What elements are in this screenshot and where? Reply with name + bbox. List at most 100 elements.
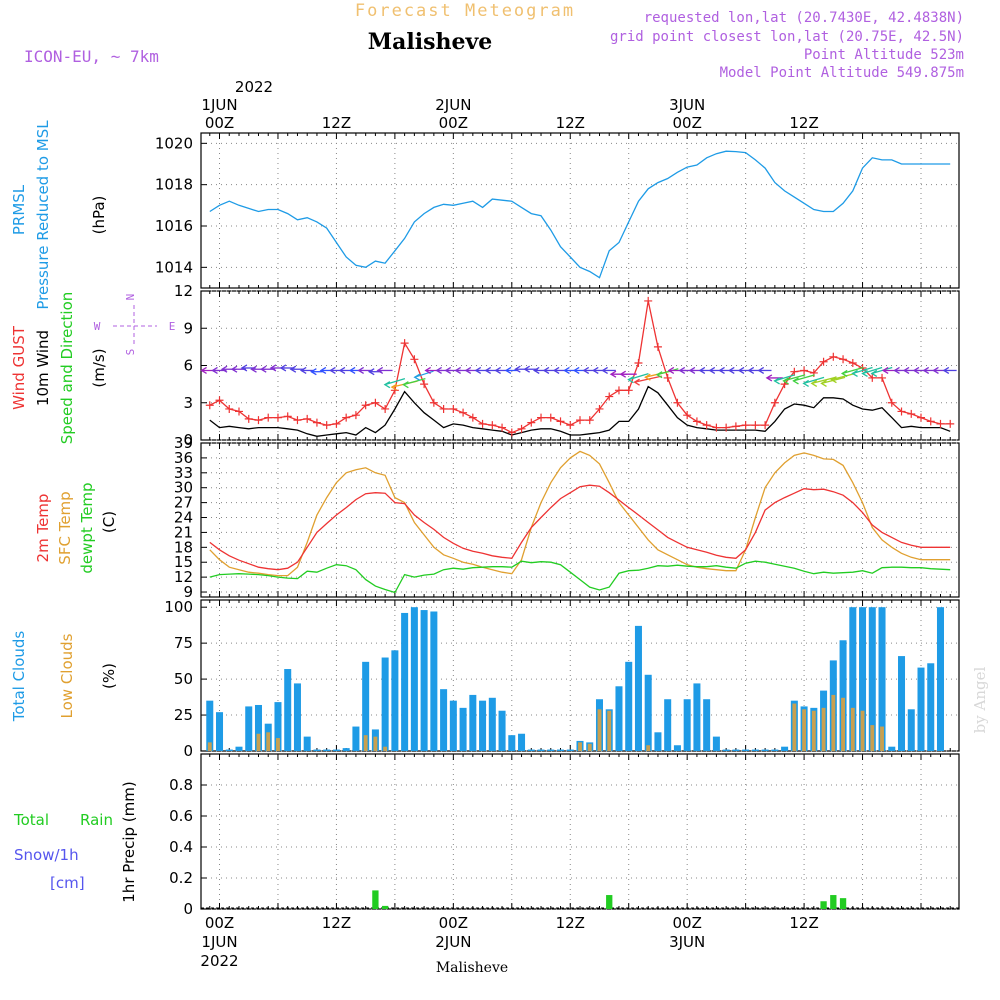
model-point-altitude: Model Point Altitude 549.875m bbox=[720, 65, 964, 81]
y-tick-label: 9 bbox=[183, 583, 193, 601]
top-hour-label: 12Z bbox=[322, 114, 351, 132]
gust-marker bbox=[312, 418, 321, 427]
gust-marker bbox=[770, 398, 779, 407]
gust-marker bbox=[254, 416, 263, 425]
total-cloud-bar bbox=[898, 656, 906, 751]
gust-marker bbox=[488, 421, 497, 430]
wind-arrowhead bbox=[514, 365, 521, 373]
total-cloud-bar bbox=[206, 700, 214, 751]
total-cloud-bar bbox=[761, 749, 769, 751]
rain-bar bbox=[839, 898, 847, 909]
y-tick-label: 100 bbox=[164, 598, 193, 616]
model-label: ICON-EU, ~ 7km bbox=[24, 47, 159, 66]
top-date-label: 1JUN bbox=[201, 96, 237, 114]
plot-area: 1014101610181020036912912151821242730333… bbox=[155, 96, 960, 970]
top-hour-label: 00Z bbox=[672, 114, 701, 132]
wind-arrowhead bbox=[259, 365, 267, 373]
wind-arrowhead bbox=[299, 366, 307, 375]
point-altitude: Point Altitude 523m bbox=[804, 47, 964, 63]
wind-arrow bbox=[811, 376, 836, 385]
y-tick-label: 0 bbox=[183, 431, 193, 449]
bottom-hour-label: 00Z bbox=[205, 914, 234, 932]
gust-marker bbox=[351, 411, 360, 420]
gust-marker bbox=[478, 419, 487, 428]
wind-arrowhead bbox=[765, 374, 773, 382]
wind-arrowhead bbox=[870, 369, 878, 378]
total-cloud-bar bbox=[254, 704, 262, 751]
total-cloud-bar bbox=[936, 607, 944, 751]
total-cloud-bar bbox=[712, 736, 720, 751]
gust-marker bbox=[917, 413, 926, 422]
total-cloud-bar bbox=[732, 749, 740, 751]
precip-rain-label: Rain bbox=[80, 811, 113, 829]
rain-bar bbox=[830, 895, 837, 909]
wind-arrowhead bbox=[655, 371, 663, 379]
wind-arrowhead bbox=[329, 366, 336, 375]
wind-arrowhead bbox=[688, 366, 696, 375]
gust-marker bbox=[303, 414, 312, 423]
top-date-label: 2JUN bbox=[435, 96, 471, 114]
wind-arrow bbox=[656, 368, 679, 376]
gust-marker bbox=[946, 419, 955, 428]
wind-arrowhead bbox=[474, 366, 482, 375]
gust-marker bbox=[342, 413, 351, 422]
pressure-unit: (hPa) bbox=[90, 196, 108, 235]
total-cloud-bar bbox=[440, 689, 448, 751]
y-tick-label: 0.2 bbox=[169, 869, 193, 887]
gust-marker bbox=[556, 417, 565, 426]
total-cloud-bar bbox=[459, 707, 467, 751]
wind-arrowhead bbox=[444, 366, 452, 375]
wind-arrowhead bbox=[932, 366, 939, 375]
gust-marker bbox=[459, 408, 468, 417]
wind-arrowhead bbox=[667, 366, 675, 375]
precip-cm-label: [cm] bbox=[50, 874, 85, 892]
total-cloud-bar bbox=[430, 611, 438, 751]
gust-marker bbox=[507, 428, 516, 437]
total-cloud-bar bbox=[693, 683, 701, 751]
wind-arrowhead bbox=[718, 366, 725, 375]
total-cloud-bar bbox=[547, 749, 555, 751]
gust-marker bbox=[848, 359, 857, 368]
gust-marker bbox=[829, 352, 838, 361]
wind-arrow bbox=[831, 373, 855, 381]
low-cloud-bar bbox=[802, 709, 807, 751]
wind-arrow bbox=[852, 366, 873, 375]
wind-arrowhead bbox=[820, 379, 827, 387]
gust-marker bbox=[517, 424, 526, 433]
total-cloud-bar bbox=[313, 749, 321, 751]
gust-marker bbox=[381, 404, 390, 413]
total-cloud-bar bbox=[849, 607, 857, 751]
wind-arrowhead bbox=[494, 366, 501, 375]
y-tick-label: 33 bbox=[174, 464, 193, 482]
total-cloud-bar bbox=[527, 749, 535, 751]
gust-marker bbox=[673, 398, 682, 407]
low-cloud-bar bbox=[792, 703, 797, 751]
low-cloud-bar bbox=[266, 732, 271, 751]
compass-rose: N W E S bbox=[94, 294, 176, 356]
top-hour-label: 12Z bbox=[556, 114, 585, 132]
wind-arrowhead bbox=[454, 366, 462, 375]
total-cloud-bar bbox=[673, 745, 681, 751]
t2m-label: 2m Temp bbox=[34, 494, 52, 563]
y-tick-label: 39 bbox=[174, 434, 193, 452]
total-cloud-bar bbox=[781, 746, 789, 751]
wind-arrowhead bbox=[861, 369, 868, 378]
rain-bar bbox=[372, 890, 379, 909]
y-tick-label: 0.4 bbox=[169, 838, 193, 856]
wind-arrowhead bbox=[644, 373, 651, 381]
y-tick-label: 27 bbox=[174, 494, 193, 512]
gust-marker bbox=[653, 342, 662, 351]
wind-arrowhead bbox=[802, 379, 809, 387]
wind-arrowhead bbox=[942, 366, 950, 375]
gust-marker bbox=[839, 355, 848, 364]
total-cloud-bar bbox=[235, 746, 243, 751]
total-cloud-bar bbox=[654, 732, 662, 751]
total-cloud-bar bbox=[634, 625, 642, 751]
bottom-year-label: 2022 bbox=[200, 952, 238, 970]
total-cloud-bar bbox=[420, 610, 428, 751]
gust-line bbox=[209, 300, 951, 434]
wind-arrow bbox=[862, 366, 883, 375]
top-year: 2022 bbox=[235, 78, 273, 96]
gust-marker bbox=[819, 357, 828, 366]
